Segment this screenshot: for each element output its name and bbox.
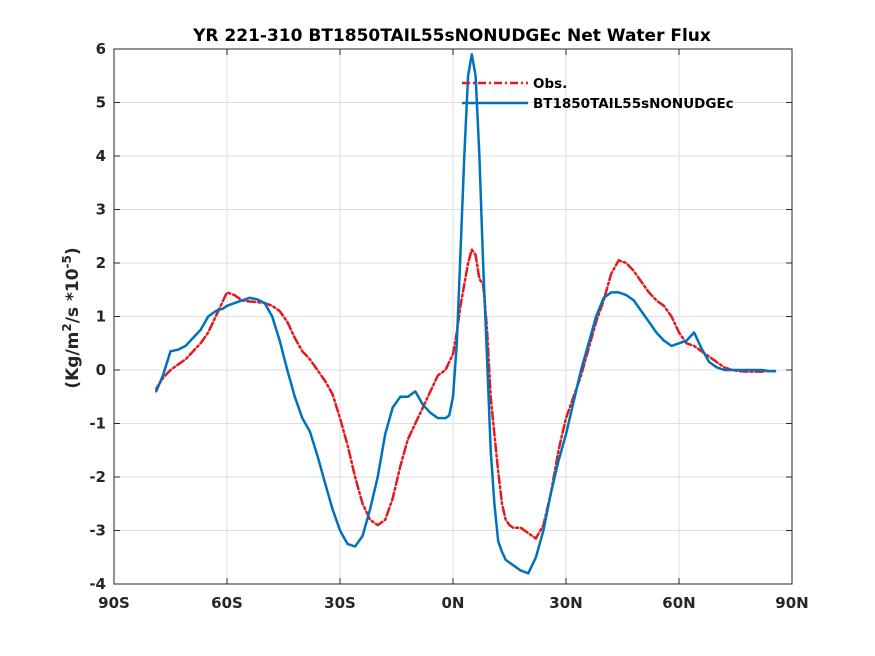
y-tick-label: -2 xyxy=(89,468,106,486)
y-axis-label-prefix: (Kg/m xyxy=(63,332,83,389)
y-tick-label: 0 xyxy=(96,361,106,379)
series-line-model xyxy=(154,53,777,575)
x-tick-label: 60N xyxy=(662,594,695,612)
x-tick-label: 30S xyxy=(324,594,356,612)
x-tick-label: 90N xyxy=(775,594,808,612)
x-tick-label: 90S xyxy=(98,594,130,612)
y-tick-label: 5 xyxy=(96,94,106,112)
y-tick-labels: -4 -3 -2 -1 0 1 2 3 4 5 6 xyxy=(89,40,106,593)
y-axis-label-sup1: 2 xyxy=(60,323,74,331)
x-tick-label: 0N xyxy=(442,594,465,612)
y-axis-label-suffix: ) xyxy=(63,247,83,255)
y-tick-label: 3 xyxy=(96,201,106,219)
axis-ticks xyxy=(113,48,793,585)
x-tick-labels: 90S 60S 30S 0N 30N 60N 90N xyxy=(98,594,809,612)
legend-label-model: BT1850TAIL55sNONUDGEc xyxy=(533,96,734,112)
y-tick-label: -4 xyxy=(89,575,106,593)
y-tick-label: 4 xyxy=(96,147,106,165)
y-axis-label-sup2: -5 xyxy=(60,255,74,268)
y-axis-label: (Kg/m2/s *10-5) xyxy=(60,247,83,388)
y-tick-label: 2 xyxy=(96,254,106,272)
y-tick-label: 6 xyxy=(96,40,106,58)
legend: Obs. BT1850TAIL55sNONUDGEc xyxy=(462,76,734,112)
y-tick-label: -3 xyxy=(89,522,106,540)
y-tick-label: -1 xyxy=(89,415,106,433)
y-axis-label-mid: /s *10 xyxy=(63,268,83,323)
series-lines xyxy=(154,53,777,575)
legend-label-obs: Obs. xyxy=(533,76,567,92)
chart-title: YR 221-310 BT1850TAIL55sNONUDGEc Net Wat… xyxy=(192,26,711,46)
x-tick-label: 60S xyxy=(211,594,243,612)
x-tick-label: 30N xyxy=(549,594,582,612)
y-tick-label: 1 xyxy=(96,308,106,326)
